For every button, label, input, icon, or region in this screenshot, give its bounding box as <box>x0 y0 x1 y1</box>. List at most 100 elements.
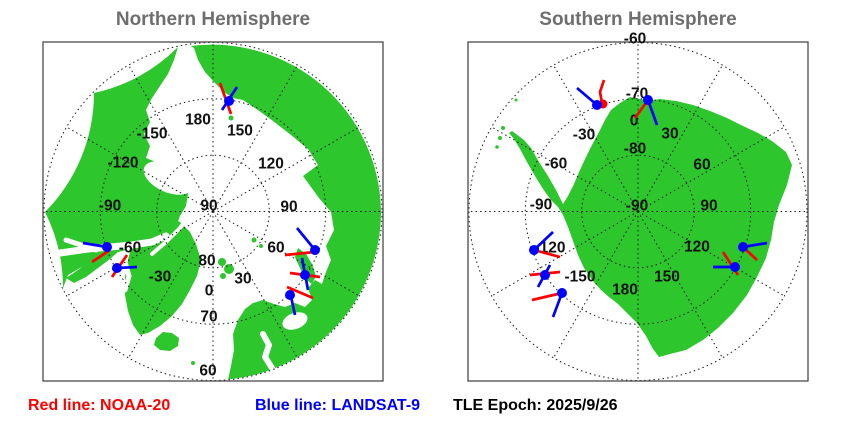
north-plot-title: Northern Hemisphere <box>115 9 311 30</box>
graticule-meridian-line <box>553 64 639 212</box>
blue-satellite-dot <box>285 290 295 300</box>
blue-satellite-dot <box>730 262 740 272</box>
north-satellite-markers <box>82 82 321 316</box>
graticule-meridian-line <box>66 211 214 297</box>
legend-blue-line: Blue line: LANDSAT-9 <box>255 397 421 414</box>
island-svalbard <box>224 264 234 274</box>
latitude-label: -90 <box>626 198 648 215</box>
latitude-label: -60 <box>624 31 646 48</box>
south-plot: 0306090120150180-30-60-90-120-150-60-70-… <box>467 31 809 382</box>
blue-satellite-dot <box>592 100 602 110</box>
satellite-marker <box>529 231 561 259</box>
regent-channel <box>122 244 132 293</box>
island-speck <box>498 136 502 140</box>
amundsen-gulf <box>63 237 99 253</box>
landmass-antarctica <box>509 97 792 357</box>
longitude-label: -90 <box>530 197 552 214</box>
longitude-label: 60 <box>693 157 710 174</box>
satellite-marker <box>110 254 138 278</box>
island-speck <box>191 361 195 365</box>
latitude-label: 80 <box>198 253 215 270</box>
longitude-label: -60 <box>119 240 141 257</box>
longitude-label: 30 <box>234 271 251 288</box>
south-graticule-labels: 0306090120150180-30-60-90-120-150-60-70-… <box>530 31 718 299</box>
longitude-label: -60 <box>545 156 567 173</box>
longitude-label: -30 <box>573 127 595 144</box>
graticule-meridian-line <box>491 211 639 297</box>
parry-channel <box>56 232 170 257</box>
island-speck <box>514 98 518 102</box>
south-satellite-markers <box>529 79 768 318</box>
red-orbit-track-line <box>531 291 563 302</box>
graticule-parallel-circle <box>524 98 752 325</box>
landmass-baffin-island <box>66 247 119 283</box>
longitude-label: 90 <box>700 198 717 215</box>
longitude-label: 90 <box>280 199 297 216</box>
blue-satellite-dot <box>310 245 320 255</box>
blue-satellite-dot <box>224 96 234 106</box>
island-svalbard <box>220 273 226 279</box>
graticule-meridian-line <box>212 211 298 359</box>
red-orbit-track-line <box>284 250 316 257</box>
blue-satellite-dot <box>643 95 653 105</box>
graticule-meridian-line <box>637 64 723 212</box>
red-orbit-track-line <box>286 285 314 300</box>
longitude-label: 150 <box>654 269 680 286</box>
satellite-marker <box>289 257 321 291</box>
longitude-label: 120 <box>258 156 284 173</box>
satellite-marker <box>285 285 314 316</box>
north-graticule-labels: 180 150 120 90 60 30 0 -30 -60 -90 -120 -150 90 80 70 6… <box>99 112 298 380</box>
longitude-label: 180 <box>612 282 638 299</box>
satellite-marker <box>529 264 561 288</box>
blue-satellite-dot <box>738 242 748 252</box>
south-plot-frame <box>467 41 809 382</box>
graticule-meridian-line <box>128 211 214 359</box>
white-sea <box>282 312 308 330</box>
north-landmasses <box>45 44 382 380</box>
island-speck <box>501 126 505 130</box>
satellite-marker <box>713 251 740 276</box>
graticule-meridian-line <box>637 211 785 297</box>
north-plot: 180 150 120 90 60 30 0 -30 -60 -90 -120 -150 90 80 70 6… <box>42 41 384 382</box>
graticule-meridian-line <box>212 211 360 297</box>
legend-red-line: Red line: NOAA-20 <box>28 397 171 414</box>
latitude-label: 60 <box>199 363 216 380</box>
gulf-of-bothnia <box>260 331 275 371</box>
south-plot-title: Southern Hemisphere <box>539 9 737 30</box>
island-franz-josef <box>259 244 263 248</box>
tle-epoch-label: TLE Epoch: 2025/9/26 <box>453 397 618 414</box>
latitude-label: 90 <box>200 198 217 215</box>
island-franz-josef <box>251 237 257 243</box>
longitude-label: 0 <box>205 283 214 300</box>
latitude-label: -70 <box>626 86 648 103</box>
graticule-meridian-line <box>637 211 723 359</box>
longitude-label: 0 <box>630 113 639 130</box>
latitude-label: 70 <box>200 309 217 326</box>
longitude-label: 180 <box>185 112 211 129</box>
island-speck <box>98 363 102 367</box>
north-plot-frame <box>42 41 384 382</box>
longitude-label: -90 <box>99 198 121 215</box>
island-speck <box>228 115 234 121</box>
island-svalbard <box>218 258 226 266</box>
blue-satellite-dot <box>112 263 122 273</box>
satellite-marker <box>284 227 320 257</box>
island-speck <box>495 145 499 149</box>
longitude-label: 60 <box>267 240 284 257</box>
graticule-parallel-circle <box>99 98 327 325</box>
longitude-label: 150 <box>227 123 253 140</box>
blue-satellite-dot <box>300 270 310 280</box>
south-landmasses <box>495 97 792 357</box>
longitude-label: -30 <box>149 269 171 286</box>
graticule-meridian-line <box>553 211 639 359</box>
latitude-label: -80 <box>624 141 646 158</box>
graticule-meridian-line <box>491 126 639 212</box>
longitude-label: 120 <box>684 239 710 256</box>
satellite-marker <box>633 95 659 126</box>
satellite-marker <box>218 82 239 115</box>
graticule-meridian-line <box>212 126 360 212</box>
blue-satellite-dot <box>529 245 539 255</box>
graticule-meridian-line <box>212 64 298 212</box>
